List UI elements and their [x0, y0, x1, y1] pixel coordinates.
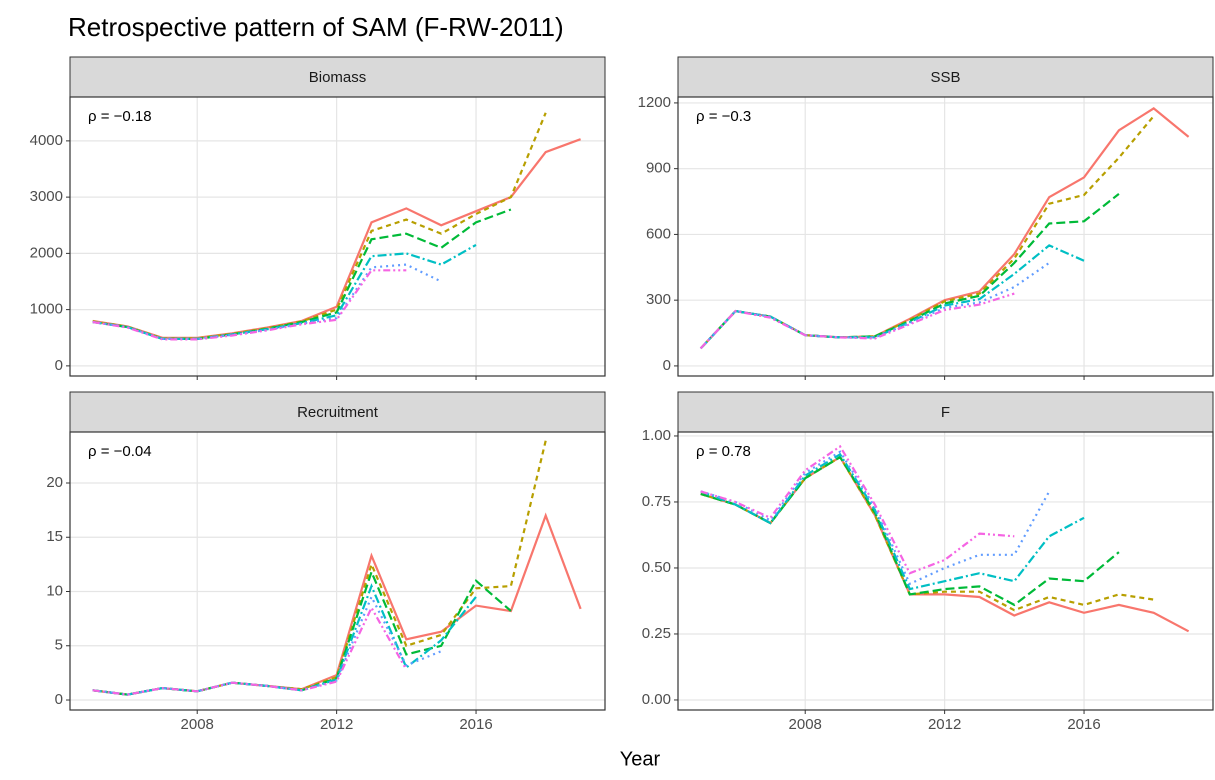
y-tick-label: 4000 [30, 132, 63, 149]
annotation: ρ = 0.78 [696, 443, 751, 460]
series-line [92, 243, 477, 340]
series-line [92, 112, 547, 340]
series-line [699, 261, 1050, 350]
panel-background [678, 432, 1213, 710]
annotation: ρ = −0.18 [88, 108, 152, 125]
strip [677, 391, 1214, 433]
y-tick-label: 0 [55, 691, 63, 708]
x-axis-label: Year [620, 748, 661, 770]
y-tick-label: 300 [646, 291, 671, 308]
y-tick-label: 5 [55, 637, 63, 654]
y-tick-label: 1.00 [642, 427, 671, 444]
y-tick-label: 0 [55, 357, 63, 374]
y-tick-label: 2000 [30, 244, 63, 261]
strip [69, 56, 606, 98]
page-title: Retrospective pattern of SAM (F-RW-2011) [68, 12, 564, 42]
series-line [700, 444, 1015, 575]
x-tick-label: 2012 [928, 716, 961, 733]
y-tick-label: 900 [646, 160, 671, 177]
y-tick-label: 600 [646, 225, 671, 242]
panel-border [69, 431, 606, 711]
strip [69, 391, 606, 433]
strip-title: SSB [930, 69, 960, 86]
panel-border [677, 431, 1214, 711]
y-tick-label: 10 [46, 582, 63, 599]
x-tick-label: 2016 [1067, 716, 1100, 733]
y-tick-label: 0.25 [642, 625, 671, 642]
x-tick-label: 2008 [789, 716, 822, 733]
y-tick-label: 0.00 [642, 691, 671, 708]
strip-title: Biomass [309, 69, 367, 86]
panel-background [678, 97, 1213, 376]
annotation: ρ = −0.3 [696, 108, 751, 125]
x-tick-label: 2016 [459, 716, 492, 733]
panel-background [70, 97, 605, 376]
y-tick-label: 0 [663, 357, 671, 374]
y-tick-label: 15 [46, 528, 63, 545]
y-tick-label: 1000 [30, 301, 63, 318]
panel-border [69, 96, 606, 377]
y-tick-label: 1200 [638, 94, 671, 111]
series-line [700, 452, 1085, 591]
strip-title: Recruitment [297, 404, 379, 421]
annotation: ρ = −0.04 [88, 443, 152, 460]
panel-border [677, 96, 1214, 377]
y-tick-label: 0.75 [642, 493, 671, 510]
x-tick-label: 2008 [181, 716, 214, 733]
y-tick-label: 3000 [30, 188, 63, 205]
series-line [700, 455, 1120, 607]
y-tick-label: 0.50 [642, 559, 671, 576]
strip-title: F [941, 404, 950, 421]
x-tick-label: 2012 [320, 716, 353, 733]
series-line [700, 450, 1051, 586]
strip [677, 56, 1214, 98]
panel-background [70, 432, 605, 710]
y-tick-label: 20 [46, 474, 63, 491]
